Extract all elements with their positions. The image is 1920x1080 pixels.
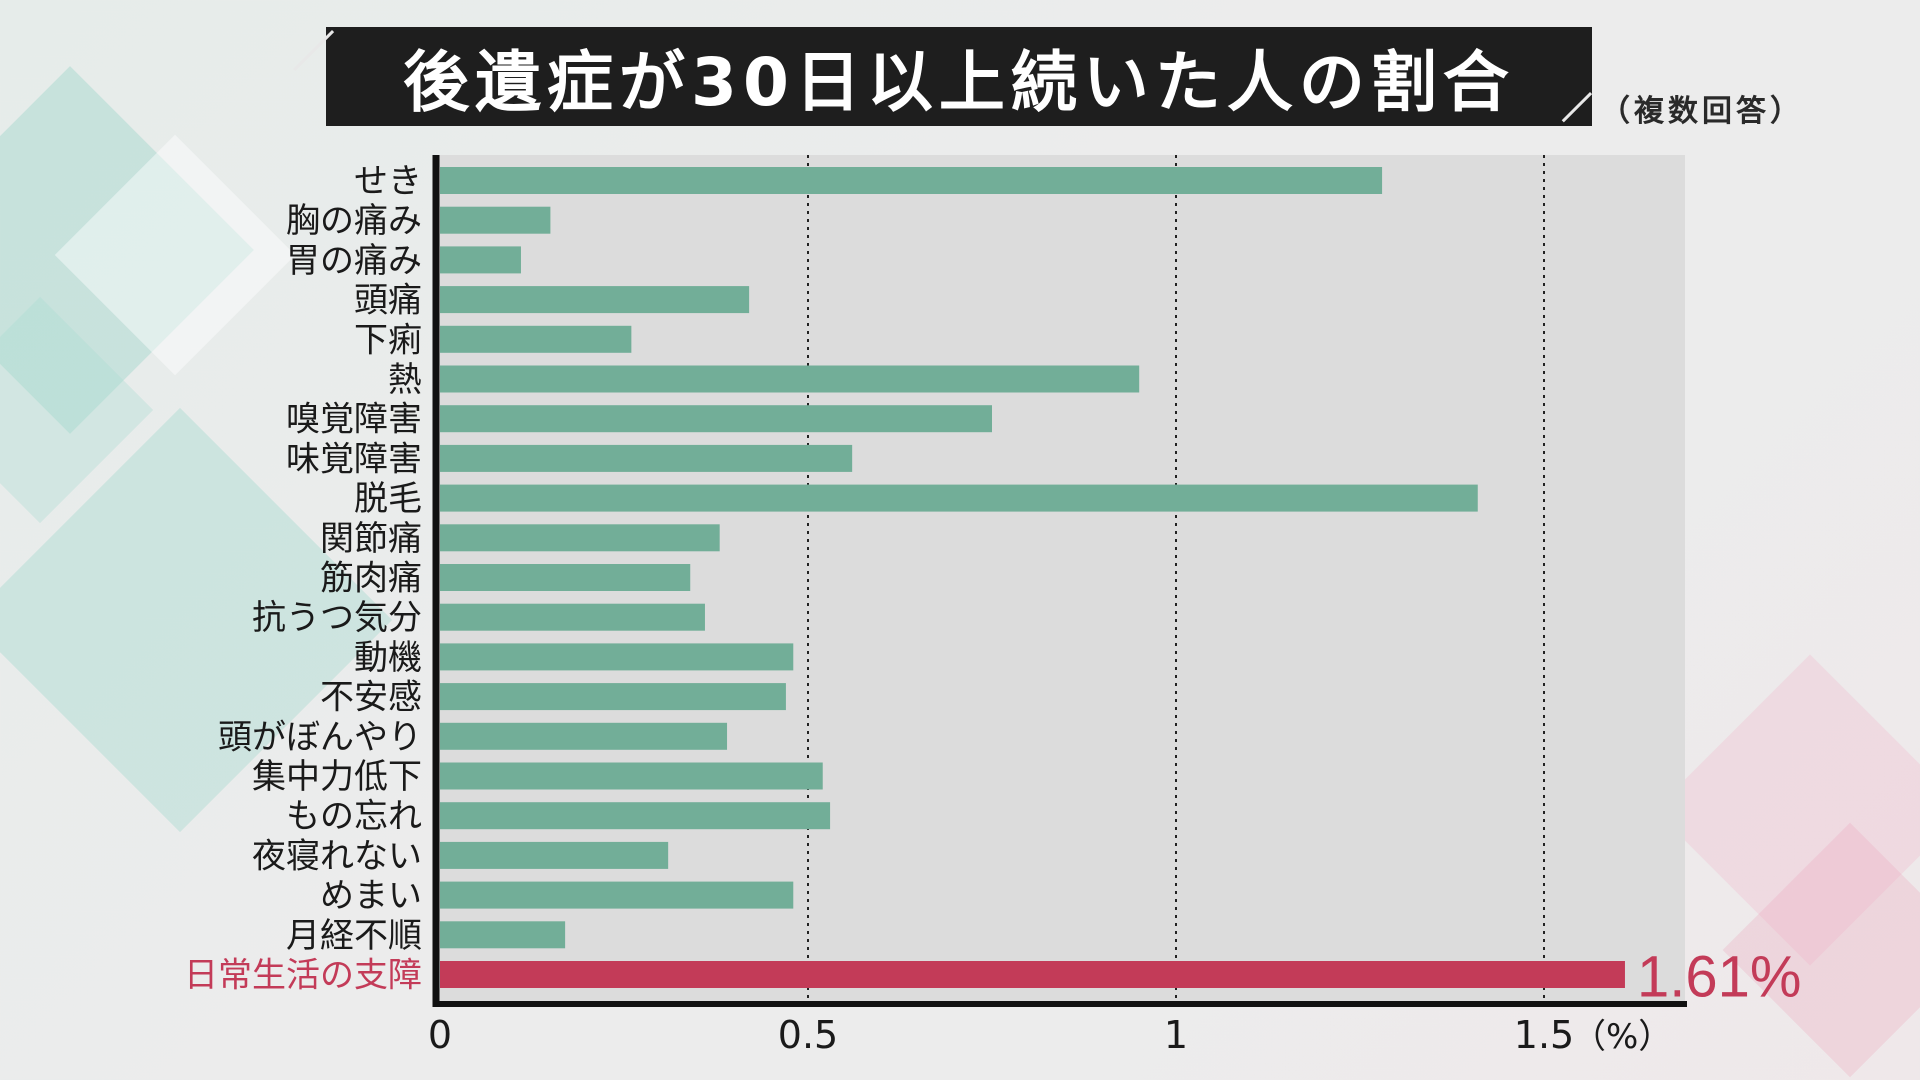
category-label: もの忘れ — [286, 797, 422, 837]
category-label: めまい — [320, 876, 422, 916]
category-label: 夜寝れない — [252, 836, 422, 876]
x-tick-label: 0 — [428, 1013, 452, 1057]
chart-title: 後遺症が30日以上続いた人の割合 — [403, 43, 1515, 121]
x-axis-unit-label: （%） — [1572, 1017, 1672, 1057]
bar — [440, 365, 1140, 393]
bar — [440, 564, 691, 591]
category-label: 下痢 — [354, 320, 422, 360]
x-tick-label: 1.5 — [1514, 1013, 1574, 1057]
bar — [440, 524, 720, 552]
category-label: 胸の痛み — [286, 201, 422, 241]
bar — [440, 841, 669, 869]
highlight-category-label: 日常生活の支障 — [184, 956, 422, 996]
bar — [440, 206, 551, 234]
category-label: 動機 — [354, 638, 422, 678]
category-label: 胃の痛み — [286, 241, 422, 281]
bar — [440, 405, 992, 433]
bar — [440, 802, 831, 830]
bar — [440, 881, 794, 909]
x-tick-label: 1 — [1164, 1013, 1188, 1057]
bar — [440, 683, 786, 711]
category-label: 頭がぼんやり — [218, 717, 422, 757]
highlight-bar — [440, 961, 1625, 988]
category-label: 集中力低下 — [252, 757, 422, 797]
bar — [440, 286, 750, 314]
category-label: 関節痛 — [320, 519, 422, 559]
category-label: 不安感 — [320, 678, 422, 718]
category-label: せき — [354, 162, 422, 202]
category-label: 脱毛 — [354, 479, 422, 519]
bar — [440, 484, 1478, 512]
bar — [440, 643, 794, 671]
category-label: 味覚障害 — [286, 439, 422, 479]
bar — [440, 246, 521, 274]
category-label: 嗅覚障害 — [286, 400, 422, 440]
category-label: 抗うつ気分 — [252, 598, 422, 638]
chart-subtitle: （複数回答） — [1600, 94, 1804, 129]
x-tick-label: 0.5 — [778, 1013, 838, 1057]
bar — [440, 722, 728, 750]
bar — [440, 325, 632, 353]
category-label: 月経不順 — [286, 916, 422, 956]
category-label: 筋肉痛 — [320, 559, 422, 599]
bar — [440, 762, 823, 790]
category-label: 熱 — [388, 360, 422, 400]
highlight-value-label: 1.61% — [1637, 945, 1801, 1010]
bar — [440, 921, 566, 949]
title-bar — [326, 27, 1592, 126]
category-label: 頭痛 — [354, 281, 422, 321]
bar — [440, 167, 1383, 194]
bar — [440, 444, 853, 472]
bar — [440, 603, 705, 631]
